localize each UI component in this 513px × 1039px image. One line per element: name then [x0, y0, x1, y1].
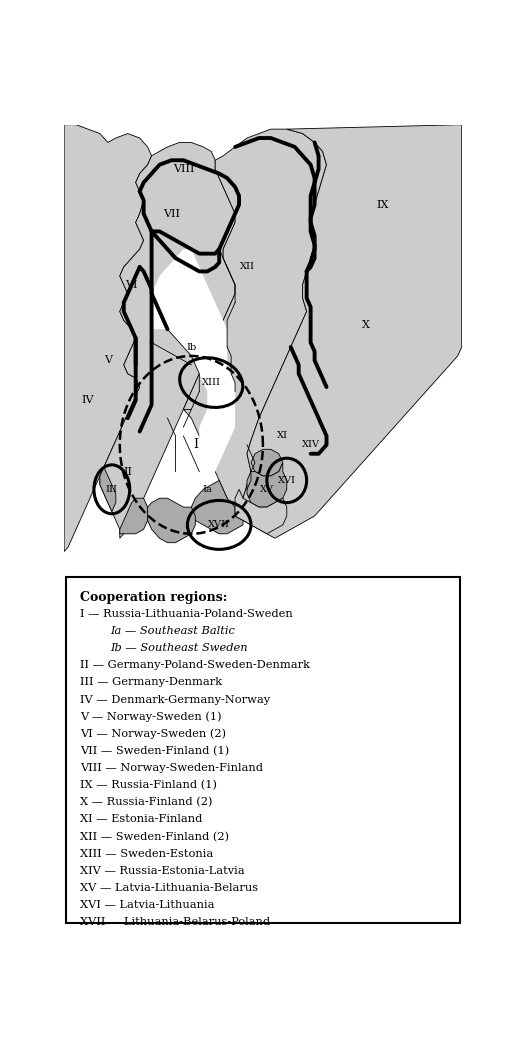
Text: X: X — [362, 320, 370, 329]
Polygon shape — [235, 125, 462, 538]
Text: III — Germany-Denmark: III — Germany-Denmark — [80, 677, 222, 688]
Text: XVII — Lithuania-Belarus-Poland: XVII — Lithuania-Belarus-Poland — [80, 917, 270, 927]
Polygon shape — [235, 489, 287, 534]
Text: XII: XII — [240, 263, 254, 271]
Text: I — Russia-Lithuania-Poland-Sweden: I — Russia-Lithuania-Poland-Sweden — [80, 609, 293, 619]
Text: XII — Sweden-Finland (2): XII — Sweden-Finland (2) — [80, 831, 229, 842]
Text: V — Norway-Sweden (1): V — Norway-Sweden (1) — [80, 712, 222, 722]
Polygon shape — [100, 468, 116, 511]
Text: V: V — [104, 355, 112, 366]
Text: II: II — [123, 467, 132, 477]
Polygon shape — [251, 449, 283, 476]
Text: VI: VI — [126, 279, 138, 290]
Text: XIV — Russia-Estonia-Latvia: XIV — Russia-Estonia-Latvia — [80, 865, 245, 876]
Text: X — Russia-Finland (2): X — Russia-Finland (2) — [80, 797, 212, 807]
Text: XVII: XVII — [208, 521, 230, 530]
Text: XIII — Sweden-Estonia: XIII — Sweden-Estonia — [80, 849, 213, 858]
Text: XIV: XIV — [302, 441, 320, 449]
Text: VI — Norway-Sweden (2): VI — Norway-Sweden (2) — [80, 728, 226, 740]
Text: I: I — [193, 438, 198, 451]
Text: XVI — Latvia-Lithuania: XVI — Latvia-Lithuania — [80, 900, 214, 910]
Text: II — Germany-Poland-Sweden-Denmark: II — Germany-Poland-Sweden-Denmark — [80, 661, 310, 670]
Polygon shape — [64, 125, 152, 414]
Polygon shape — [100, 142, 235, 538]
Text: VII: VII — [163, 209, 180, 218]
Text: IV — Denmark-Germany-Norway: IV — Denmark-Germany-Norway — [80, 695, 270, 704]
Polygon shape — [120, 499, 148, 534]
Text: Ia — Southeast Baltic: Ia — Southeast Baltic — [110, 627, 235, 636]
FancyBboxPatch shape — [66, 577, 460, 923]
Text: Ia: Ia — [202, 485, 212, 494]
Polygon shape — [64, 125, 152, 552]
Text: Ib: Ib — [186, 343, 196, 351]
Polygon shape — [184, 129, 326, 516]
Text: VIII — Norway-Sweden-Finland: VIII — Norway-Sweden-Finland — [80, 763, 263, 773]
Text: Cooperation regions:: Cooperation regions: — [80, 591, 227, 604]
Text: XV: XV — [260, 485, 274, 494]
Text: XIII: XIII — [202, 378, 221, 388]
Text: XV — Latvia-Lithuania-Belarus: XV — Latvia-Lithuania-Belarus — [80, 883, 258, 893]
Text: VII — Sweden-Finland (1): VII — Sweden-Finland (1) — [80, 746, 229, 756]
Polygon shape — [148, 499, 195, 542]
Text: Ib — Southeast Sweden: Ib — Southeast Sweden — [110, 643, 247, 654]
Text: III: III — [106, 485, 118, 494]
Text: XI: XI — [278, 431, 288, 441]
Text: IV: IV — [82, 396, 94, 405]
Text: IX — Russia-Finland (1): IX — Russia-Finland (1) — [80, 780, 217, 791]
Polygon shape — [191, 480, 243, 534]
Polygon shape — [152, 249, 235, 480]
Text: XI — Estonia-Finland: XI — Estonia-Finland — [80, 815, 203, 825]
Polygon shape — [247, 462, 287, 507]
Text: XVI: XVI — [278, 476, 296, 485]
Text: VIII: VIII — [173, 164, 194, 175]
Text: IX: IX — [376, 199, 388, 210]
